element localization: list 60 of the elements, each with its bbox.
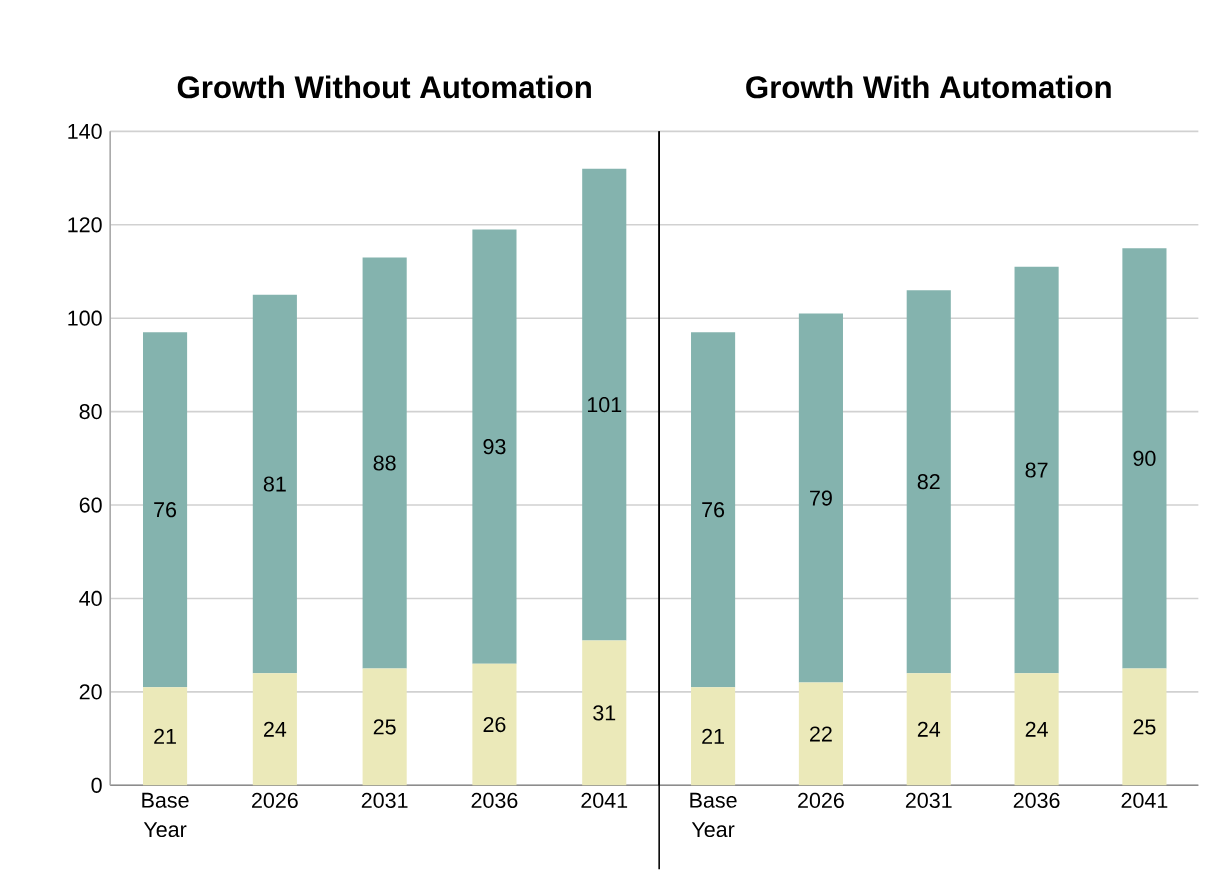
bar: [143, 687, 188, 786]
bar: [582, 168, 627, 641]
y-tick-label: 0: [91, 777, 102, 794]
data-label: 25: [373, 719, 396, 735]
x-tick-label: Base Year: [690, 793, 737, 838]
bar: [1014, 673, 1059, 786]
bar: [798, 682, 843, 786]
data-label: 76: [154, 502, 177, 518]
bar: [472, 664, 517, 786]
y-tick-label: 100: [68, 310, 102, 327]
y-tick-label: 120: [68, 217, 102, 233]
bar: [582, 640, 627, 786]
data-label: 81: [263, 476, 286, 492]
data-label: 76: [702, 502, 725, 518]
bar: [1122, 668, 1167, 786]
y-tick-label: 60: [79, 497, 102, 513]
y-tick-label: 20: [79, 684, 102, 700]
x-tick-label: 2031: [905, 793, 952, 809]
bar: [472, 229, 517, 665]
data-label: 79: [810, 490, 832, 506]
data-label: 31: [593, 705, 616, 721]
data-label: 21: [702, 728, 724, 744]
x-tick-label: 2036: [1013, 793, 1060, 809]
data-label: 24: [1025, 721, 1048, 737]
data-label: 25: [1133, 719, 1156, 735]
data-label: 22: [810, 726, 832, 742]
data-label: 88: [373, 455, 396, 471]
bar: [906, 290, 951, 674]
x-tick-label: 2036: [471, 793, 518, 809]
bar: [362, 257, 407, 669]
x-tick-label: 2041: [581, 793, 628, 809]
data-label: 82: [917, 474, 940, 490]
data-label: 90: [1133, 450, 1156, 467]
x-tick-label: 2041: [1121, 793, 1168, 809]
x-tick-label: 2031: [361, 793, 408, 809]
bar: [798, 313, 843, 683]
bar: [362, 668, 407, 786]
data-label: 21: [154, 728, 176, 744]
y-tick-label: 80: [79, 404, 102, 420]
bar: [1014, 267, 1059, 674]
bar: [143, 332, 188, 688]
x-tick-label: 2026: [252, 793, 298, 809]
bar: [691, 687, 736, 786]
y-tick-label: 40: [79, 591, 102, 607]
bar: [906, 673, 951, 786]
chart-title: Growth With Automation: [746, 75, 1111, 99]
x-tick-label: Base Year: [142, 793, 189, 838]
data-label: 93: [483, 439, 506, 455]
chart-title: Growth Without Automation: [177, 75, 591, 99]
y-tick-label: 140: [68, 123, 102, 140]
data-label: 24: [263, 721, 287, 737]
data-label: 87: [1025, 462, 1048, 478]
bar: [252, 295, 297, 674]
x-tick-label: 2026: [798, 793, 844, 809]
bar: [691, 332, 736, 688]
data-label: 24: [917, 721, 941, 737]
bar: [252, 673, 297, 786]
data-label: 101: [587, 397, 622, 413]
data-label: 26: [483, 717, 506, 733]
bar: [1122, 248, 1167, 669]
